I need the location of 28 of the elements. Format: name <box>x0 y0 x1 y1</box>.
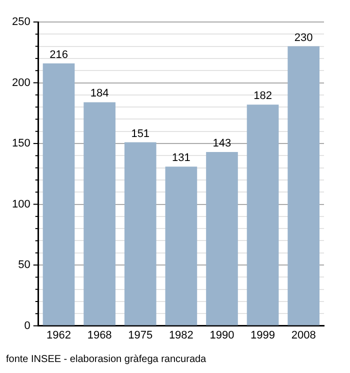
y-tick-label: 0 <box>24 320 30 332</box>
y-tick-label: 200 <box>12 76 30 89</box>
x-tick-label: 1990 <box>210 329 234 342</box>
x-tick-label: 1982 <box>168 329 194 342</box>
x-tick-label: 2008 <box>291 329 316 342</box>
x-tick-label: 1975 <box>128 329 153 342</box>
y-tick-label: 50 <box>18 259 30 272</box>
bar <box>84 102 116 326</box>
data-label: 230 <box>294 32 313 44</box>
data-label: 131 <box>172 152 190 164</box>
bar <box>246 104 279 326</box>
bar <box>124 142 156 326</box>
data-label: 182 <box>254 90 272 102</box>
bar <box>288 46 320 326</box>
source-note: fonte INSEE - elaborasion gràfega rancurada <box>6 354 206 365</box>
bar <box>42 63 75 326</box>
data-label: 216 <box>50 48 68 61</box>
y-tick-label: 250 <box>12 16 30 28</box>
y-tick-label: 100 <box>12 198 30 210</box>
data-label: 143 <box>212 138 232 150</box>
bar <box>206 152 238 326</box>
x-tick-label: 1999 <box>250 329 276 342</box>
x-tick-label: 1962 <box>46 329 71 342</box>
data-label: 184 <box>90 88 109 100</box>
x-tick-label: 1968 <box>87 329 112 342</box>
bar <box>165 166 198 326</box>
data-label: 151 <box>131 128 150 140</box>
y-tick-label: 150 <box>12 138 30 150</box>
